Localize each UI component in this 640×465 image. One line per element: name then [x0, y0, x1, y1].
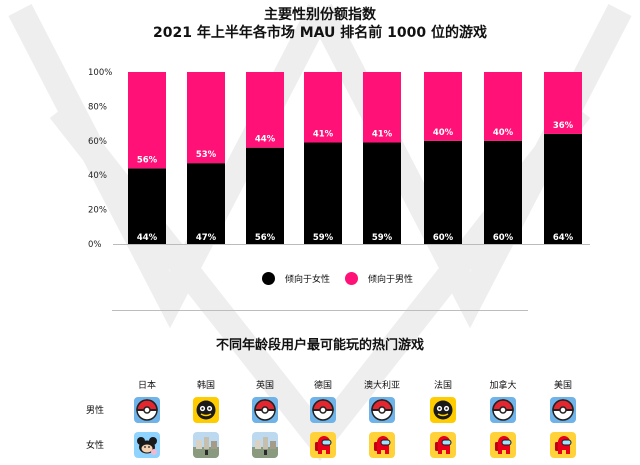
country-label: 加拿大 [489, 381, 517, 391]
among-us-icon [430, 432, 456, 458]
bar-male-segment [484, 72, 522, 141]
country-label: 澳大利亚 [363, 381, 400, 391]
legend-label-female: 倾向于女性 [285, 275, 331, 285]
bar-label-male: 41% [313, 130, 334, 140]
pokeball-icon [550, 397, 576, 423]
legend-item-male: 倾向于男性 [345, 272, 413, 285]
bar-label-female: 64% [553, 233, 574, 243]
bar-label-male: 44% [255, 135, 276, 145]
bar-female-segment [246, 147, 284, 244]
bar-label-male: 53% [196, 150, 217, 160]
bar-female-segment [187, 163, 225, 244]
pokeball-icon [134, 397, 160, 423]
bar-male-segment [187, 72, 225, 164]
y-tick-label: 80% [88, 102, 107, 112]
pokeball-icon [490, 397, 516, 423]
bar-female-segment [484, 140, 522, 244]
bar-label-male: 40% [493, 128, 514, 138]
bar-label-male: 41% [372, 130, 393, 140]
pokeball-icon [252, 397, 278, 423]
bar-male-segment [304, 72, 342, 143]
legend-item-female: 倾向于女性 [262, 272, 330, 285]
country-label: 英国 [255, 381, 274, 391]
bar-label-female: 60% [493, 233, 514, 243]
section-title: 不同年龄段用户最可能玩的热门游戏 [215, 338, 424, 353]
stacked-bar-chart: 0% 20% 40% 60% 80% 100% 44% 56% 47% 53% 56% 44% 59% 4… [88, 68, 590, 250]
chart-title-line-2: 2021 年上半年各市场 MAU 排名前 1000 位的游戏 [152, 25, 487, 41]
bar-female-segment [363, 142, 401, 244]
bar-label-male: 36% [553, 121, 574, 131]
bar-male-segment [424, 72, 462, 141]
country-label: 美国 [553, 381, 572, 391]
among-us-icon [550, 432, 576, 458]
country-label: 韩国 [196, 381, 215, 391]
among-us-icon [369, 432, 395, 458]
row-label-female: 女性 [86, 441, 105, 451]
y-tick-label: 0% [88, 240, 102, 250]
legend-swatch-male [345, 272, 358, 285]
legend: 倾向于女性 倾向于男性 [0, 272, 640, 290]
bar-label-female: 47% [196, 233, 217, 243]
country-label: 德国 [313, 381, 332, 391]
bar-female-segment [304, 142, 342, 244]
bar-male-segment [128, 72, 166, 169]
among-us-icon [310, 432, 336, 458]
bar-male-segment [363, 72, 401, 143]
bar-label-male: 56% [137, 155, 158, 165]
bar-label-female: 56% [255, 233, 276, 243]
country-label: 日本 [137, 381, 156, 391]
bar-label-female: 44% [137, 233, 158, 243]
pokeball-icon [369, 397, 395, 423]
landscape-game-icon [193, 432, 219, 458]
bar-label-female: 60% [433, 233, 454, 243]
tsum-tsum-icon [134, 432, 160, 458]
brawl-stars-icon [193, 397, 219, 423]
legend-label-male: 倾向于男性 [368, 275, 414, 285]
bar-female-segment [544, 133, 582, 244]
bar-female-segment [424, 140, 462, 244]
row-label-male: 男性 [86, 406, 105, 416]
pokeball-icon [310, 397, 336, 423]
among-us-icon [490, 432, 516, 458]
bar-male-segment [246, 72, 284, 148]
country-label: 法国 [433, 381, 452, 391]
y-tick-label: 100% [88, 68, 112, 78]
bar-female-segment [128, 168, 166, 244]
y-tick-label: 20% [88, 206, 107, 216]
chart-title-line-1: 主要性别份额指数 [264, 7, 376, 23]
y-tick-label: 40% [88, 171, 107, 181]
landscape-game-icon [252, 432, 278, 458]
section-divider [112, 310, 528, 311]
bar-label-female: 59% [313, 233, 334, 243]
bar-label-male: 40% [433, 128, 454, 138]
legend-swatch-female [262, 272, 275, 285]
brawl-stars-icon [430, 397, 456, 423]
bar-label-female: 59% [372, 233, 393, 243]
bar-male-segment [544, 72, 582, 134]
y-tick-label: 60% [88, 137, 107, 147]
